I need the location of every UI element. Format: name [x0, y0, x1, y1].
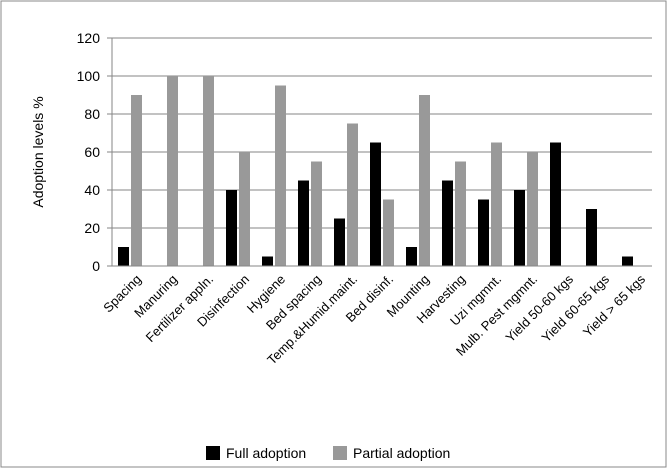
bar-full	[622, 256, 633, 266]
bar-full	[298, 180, 309, 266]
legend-label: Full adoption	[226, 445, 306, 461]
y-axis-label: Adoption levels %	[30, 96, 46, 207]
bars	[118, 76, 633, 266]
y-tick-label: 60	[84, 144, 100, 160]
bar-partial	[275, 85, 286, 266]
y-tick-label: 120	[77, 30, 101, 46]
y-tick-label: 40	[84, 182, 100, 198]
bar-full	[334, 218, 345, 266]
legend-swatch	[206, 446, 220, 460]
bar-full	[478, 199, 489, 266]
bar-partial	[167, 76, 178, 266]
legend: Full adoption Partial adoption	[206, 445, 450, 461]
bar-partial	[203, 76, 214, 266]
y-tick-label: 100	[77, 68, 101, 84]
legend-label: Partial adoption	[353, 445, 450, 461]
bar-full	[586, 209, 597, 266]
y-tick-label: 80	[84, 106, 100, 122]
bar-partial	[419, 95, 430, 266]
bar-full	[406, 247, 417, 266]
bar-full	[550, 142, 561, 266]
bar-full	[370, 142, 381, 266]
bar-full	[442, 180, 453, 266]
bar-full	[262, 256, 273, 266]
bar-partial	[239, 152, 250, 266]
bar-partial	[311, 161, 322, 266]
bar-partial	[491, 142, 502, 266]
y-tick-labels: 0 20 40 60 80 100 120	[77, 30, 101, 274]
bar-partial	[383, 199, 394, 266]
gridlines	[107, 37, 652, 267]
bar-partial	[527, 152, 538, 266]
y-tick-label: 20	[84, 220, 100, 236]
bar-full	[226, 190, 237, 266]
legend-swatch	[333, 446, 347, 460]
y-tick-label: 0	[92, 258, 100, 274]
bar-partial	[455, 161, 466, 266]
bar-partial	[347, 123, 358, 266]
bar-full	[514, 190, 525, 266]
bar-full	[118, 247, 129, 266]
bar-partial	[131, 95, 142, 266]
